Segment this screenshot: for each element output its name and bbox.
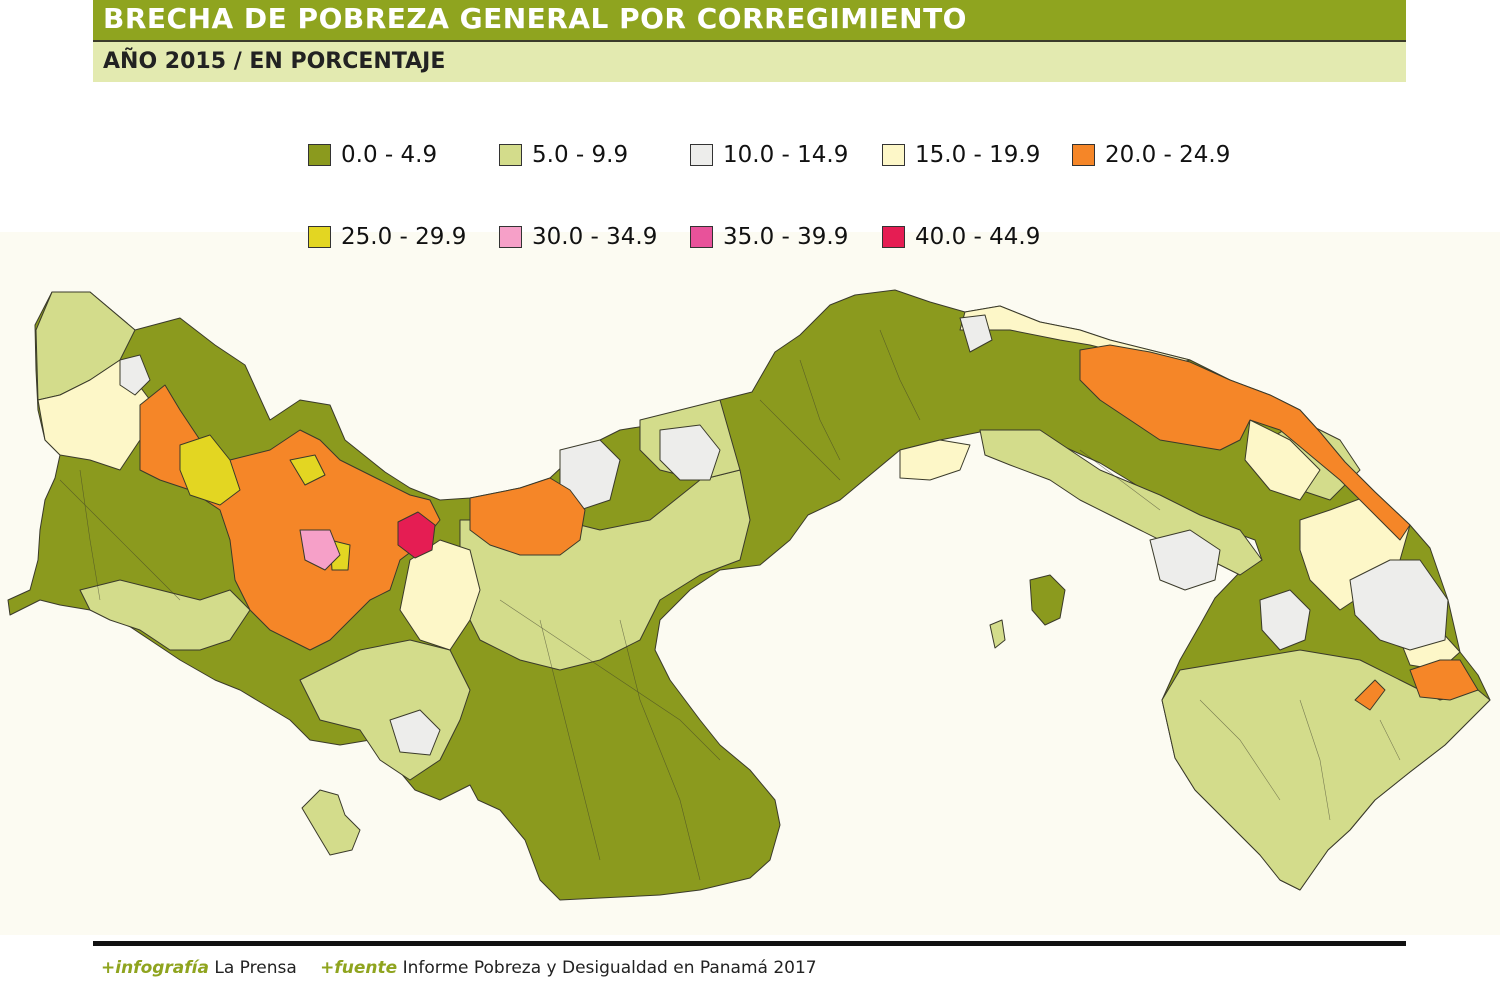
legend-label: 25.0 - 29.9 [341, 224, 467, 250]
region-boundaries [59, 329, 1401, 881]
island-small [989, 619, 1006, 649]
region [1354, 679, 1386, 711]
legend-swatch [690, 226, 713, 248]
region [119, 354, 151, 396]
region [899, 439, 971, 481]
region [1349, 559, 1449, 651]
region [397, 511, 436, 559]
region [659, 424, 721, 481]
map-subtitle: AÑO 2015 / EN PORCENTAJE [103, 49, 446, 74]
region [1079, 344, 1411, 541]
region [959, 314, 993, 353]
legend-swatch [690, 144, 713, 166]
legend-label: 35.0 - 39.9 [723, 224, 849, 250]
island-coiba [301, 789, 361, 856]
source-text: Informe Pobreza y Desigualdad en Panamá … [402, 958, 817, 978]
legend-label: 30.0 - 34.9 [532, 224, 658, 250]
region [289, 454, 326, 486]
legend-swatch [882, 226, 905, 248]
region [79, 579, 251, 651]
credit-prefix: +infografía [101, 958, 209, 978]
legend-label: 5.0 - 9.9 [532, 142, 629, 168]
credit-name: La Prensa [214, 958, 297, 978]
region [389, 709, 441, 756]
footer: +infografía La Prensa +fuente Informe Po… [101, 958, 817, 978]
legend-swatch [308, 226, 331, 248]
legend-label: 10.0 - 14.9 [723, 142, 849, 168]
source-prefix: +fuente [320, 958, 398, 978]
legend-swatch [882, 144, 905, 166]
map-title: BRECHA DE POBREZA GENERAL POR CORREGIMIE… [103, 2, 967, 35]
legend-swatch [499, 144, 522, 166]
region [1244, 419, 1321, 501]
subtitle-bar: AÑO 2015 / EN PORCENTAJE [93, 42, 1406, 82]
legend-swatch [308, 144, 331, 166]
region [469, 477, 586, 556]
legend-swatch [499, 226, 522, 248]
region [1149, 529, 1221, 591]
island-pearl [1029, 574, 1066, 626]
legend-label: 15.0 - 19.9 [915, 142, 1041, 168]
panama-map [7, 289, 1491, 901]
legend-swatch [1072, 144, 1095, 166]
region [1259, 589, 1311, 651]
region [399, 539, 481, 651]
region [179, 434, 241, 506]
legend-label: 20.0 - 24.9 [1105, 142, 1231, 168]
footer-rule [93, 941, 1406, 946]
region [1409, 659, 1479, 701]
legend-label: 0.0 - 4.9 [341, 142, 438, 168]
region [299, 529, 341, 571]
legend-label: 40.0 - 44.9 [915, 224, 1041, 250]
title-bar: BRECHA DE POBREZA GENERAL POR CORREGIMIE… [93, 0, 1406, 42]
